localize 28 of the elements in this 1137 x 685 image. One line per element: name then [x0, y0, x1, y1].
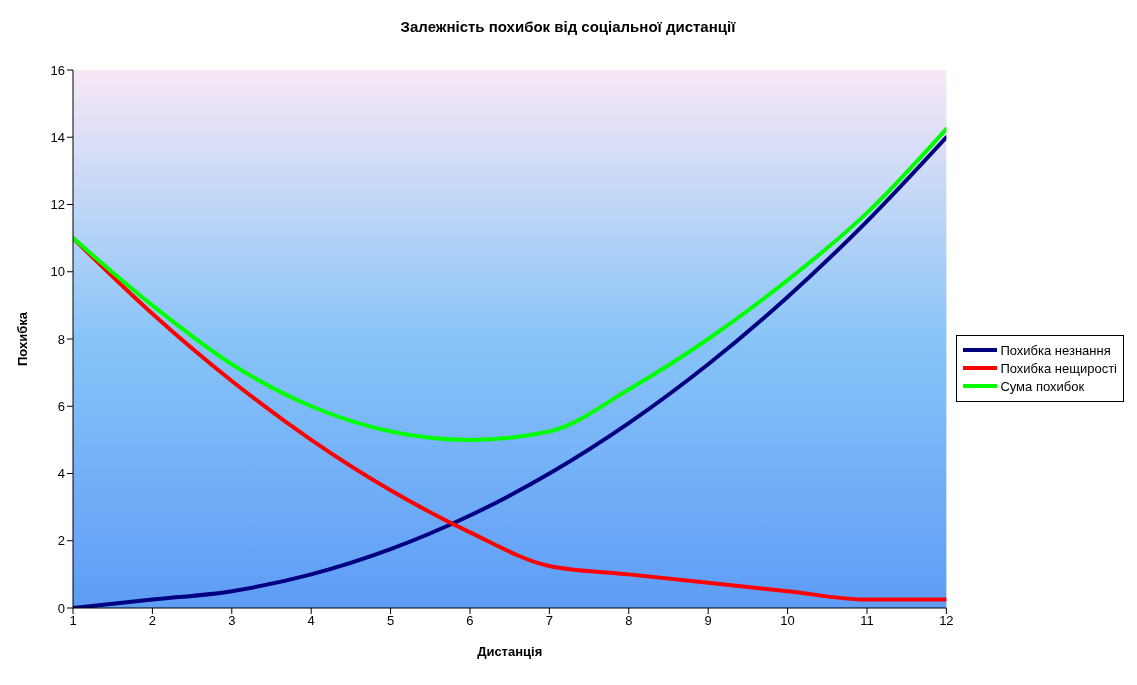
y-tick-label: 4 — [57, 466, 65, 482]
y-tick-label: 2 — [57, 533, 65, 549]
x-tick-label: 8 — [625, 613, 633, 629]
x-tick-label: 2 — [148, 613, 157, 629]
y-tick-label: 0 — [57, 600, 65, 616]
y-tick-label: 12 — [50, 197, 65, 213]
y-tick-label: 16 — [50, 62, 65, 78]
legend-label: Сума похибок — [1000, 378, 1085, 394]
x-tick-label: 11 — [860, 613, 874, 629]
x-tick-label: 10 — [780, 613, 795, 629]
chart-title: Залежність похибок від соціальної дистанції — [399, 17, 737, 37]
legend-label: Похибка нещирості — [1000, 360, 1117, 376]
x-tick-label: 5 — [386, 613, 395, 629]
x-axis-title: Дистанція — [477, 644, 543, 659]
x-tick-label: 6 — [466, 613, 474, 629]
x-tick-label: 1 — [69, 613, 77, 629]
y-tick-label: 10 — [50, 264, 65, 280]
y-tick-label: 8 — [57, 331, 65, 347]
x-tick-label: 4 — [307, 613, 315, 629]
x-tick-label: 7 — [545, 613, 553, 629]
y-tick-label: 6 — [57, 398, 65, 414]
x-tick-label: 9 — [704, 613, 712, 629]
x-tick-label: 12 — [939, 613, 954, 629]
y-tick-label: 14 — [50, 129, 65, 145]
line-series — [73, 126, 947, 442]
x-tick-label: 3 — [228, 613, 236, 629]
legend-label: Похибка незнання — [1000, 342, 1111, 358]
y-axis-title: Похибка — [14, 311, 30, 366]
